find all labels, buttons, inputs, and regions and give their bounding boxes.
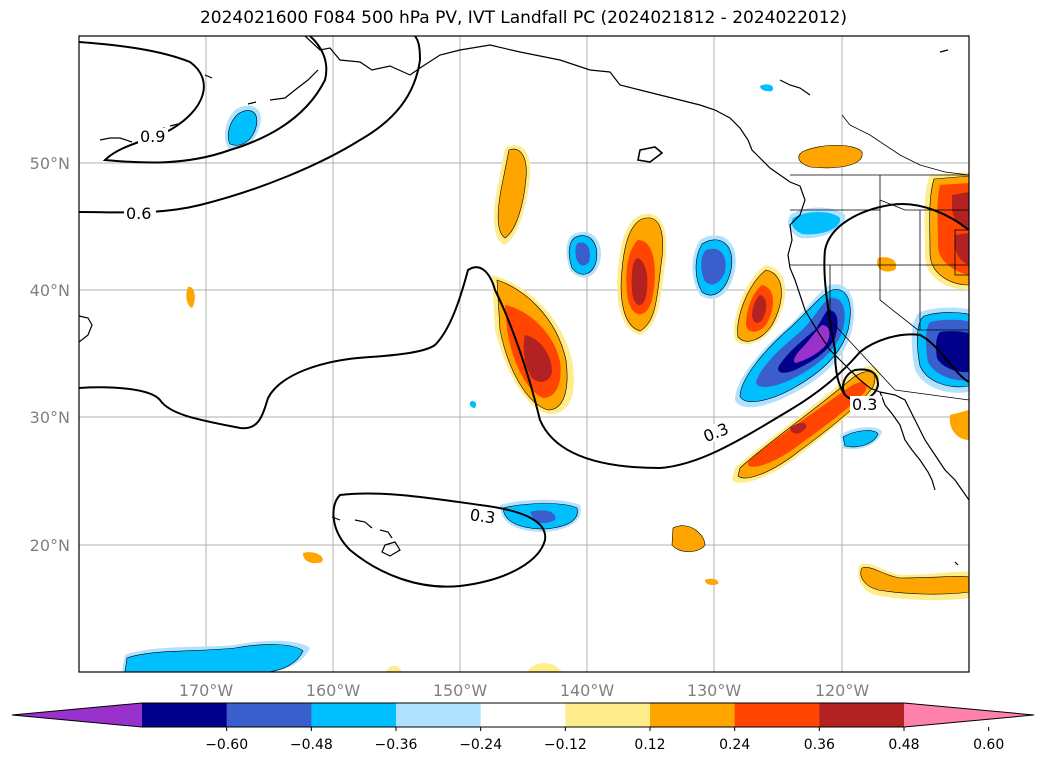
map-title: 2024021600 F084 500 hPa PV, IVT Landfall… <box>199 8 847 28</box>
colorbar-tick-label: −0.60 <box>205 737 248 753</box>
anomaly-positive-12 <box>949 410 969 440</box>
map-frame <box>78 35 970 673</box>
lon-label-120w: 120°W <box>815 681 870 700</box>
anomaly-negative-14 <box>469 400 477 408</box>
colorbar-outline <box>11 702 1035 728</box>
latitude-labels: 50°N 40°N 30°N 20°N <box>30 154 70 555</box>
anomaly-negative-2 <box>566 231 601 278</box>
anomaly-negative-8 <box>500 499 581 532</box>
colorbar-tick-label: −0.48 <box>290 737 333 753</box>
pc-contours <box>79 36 969 588</box>
anomaly-negative-1 <box>224 105 261 150</box>
anomaly-positive-4 <box>734 265 786 345</box>
anomaly-positive-6 <box>924 172 969 290</box>
colorbar-tick-label: 0.60 <box>973 737 1004 753</box>
colorbar-segment <box>650 703 736 727</box>
anomaly-negative-12 <box>124 644 304 672</box>
anomaly-negative-5 <box>911 307 969 393</box>
colorbar-extend-high <box>904 703 1034 727</box>
anomaly-positive-2 <box>492 275 574 415</box>
colorbar-tick-label: −0.12 <box>544 737 587 753</box>
lat-label-30n: 30°N <box>30 408 70 427</box>
colorbar-segment <box>480 703 566 727</box>
lon-label-170w: 170°W <box>179 681 234 700</box>
lon-label-160w: 160°W <box>306 681 361 700</box>
anomaly-negative-7 <box>791 212 841 235</box>
anomaly-positive-17 <box>386 665 402 672</box>
longitude-labels: 170°W 160°W 150°W 140°W 130°W 120°W <box>179 681 870 700</box>
anomaly-positive-11 <box>860 567 969 595</box>
lon-label-140w: 140°W <box>560 681 615 700</box>
anomaly-negative-4 <box>735 284 854 408</box>
lat-label-40n: 40°N <box>30 281 70 300</box>
colorbar-tick-label: −0.36 <box>375 737 418 753</box>
colorbar-tick-label: 0.12 <box>634 737 665 753</box>
anomaly-positive-15 <box>705 578 719 585</box>
lon-label-130w: 130°W <box>687 681 742 700</box>
colorbar-tick-label: 0.48 <box>888 737 919 753</box>
anomaly-positive-8 <box>877 257 897 272</box>
contour-label-2: 0.6 <box>126 204 151 223</box>
lat-label-20n: 20°N <box>30 536 70 555</box>
colorbar: −0.60 −0.48 −0.36 −0.24 −0.12 0.12 0.24 0.36 0.4… <box>11 702 1035 753</box>
contour-label-5: 0.3 <box>469 505 497 527</box>
contour-label-4: 0.3 <box>852 395 877 414</box>
colorbar-segment <box>142 703 228 727</box>
colorbar-tick-label: 0.36 <box>804 737 835 753</box>
anomaly-positive-16 <box>528 663 562 672</box>
colorbar-segment <box>819 703 905 727</box>
anomaly-positive-9 <box>671 525 706 553</box>
anomaly-negative-13 <box>760 84 774 92</box>
anomaly-positive-13 <box>186 286 195 308</box>
lon-label-150w: 150°W <box>433 681 488 700</box>
anomaly-negative-3 <box>692 235 736 299</box>
colorbar-tick-label: 0.24 <box>719 737 750 753</box>
political-borders <box>790 114 969 401</box>
colorbar-segment <box>226 703 312 727</box>
colorbar-tick-label: −0.24 <box>459 737 502 753</box>
colorbar-segment <box>565 703 651 727</box>
map-panel: 0.9 0.6 0.3 0.3 0.3 <box>78 35 970 673</box>
colorbar-segment <box>396 703 482 727</box>
lat-label-50n: 50°N <box>30 154 70 173</box>
coastlines <box>79 36 969 566</box>
colorbar-extend-low <box>12 703 142 727</box>
pv-anomaly-fill <box>122 84 969 672</box>
anomaly-positive-1 <box>493 145 531 245</box>
contour-label-1: 0.9 <box>140 127 165 146</box>
anomaly-negative-10 <box>842 430 879 448</box>
anomaly-positive-3 <box>617 213 667 335</box>
anomaly-positive-7 <box>798 145 863 169</box>
colorbar-segment <box>311 703 397 727</box>
contour-labels: 0.9 0.6 0.3 0.3 0.3 <box>124 127 882 527</box>
anomaly-positive-14 <box>303 552 323 564</box>
colorbar-segment <box>734 703 820 727</box>
anomaly-positive-5 <box>732 366 880 483</box>
